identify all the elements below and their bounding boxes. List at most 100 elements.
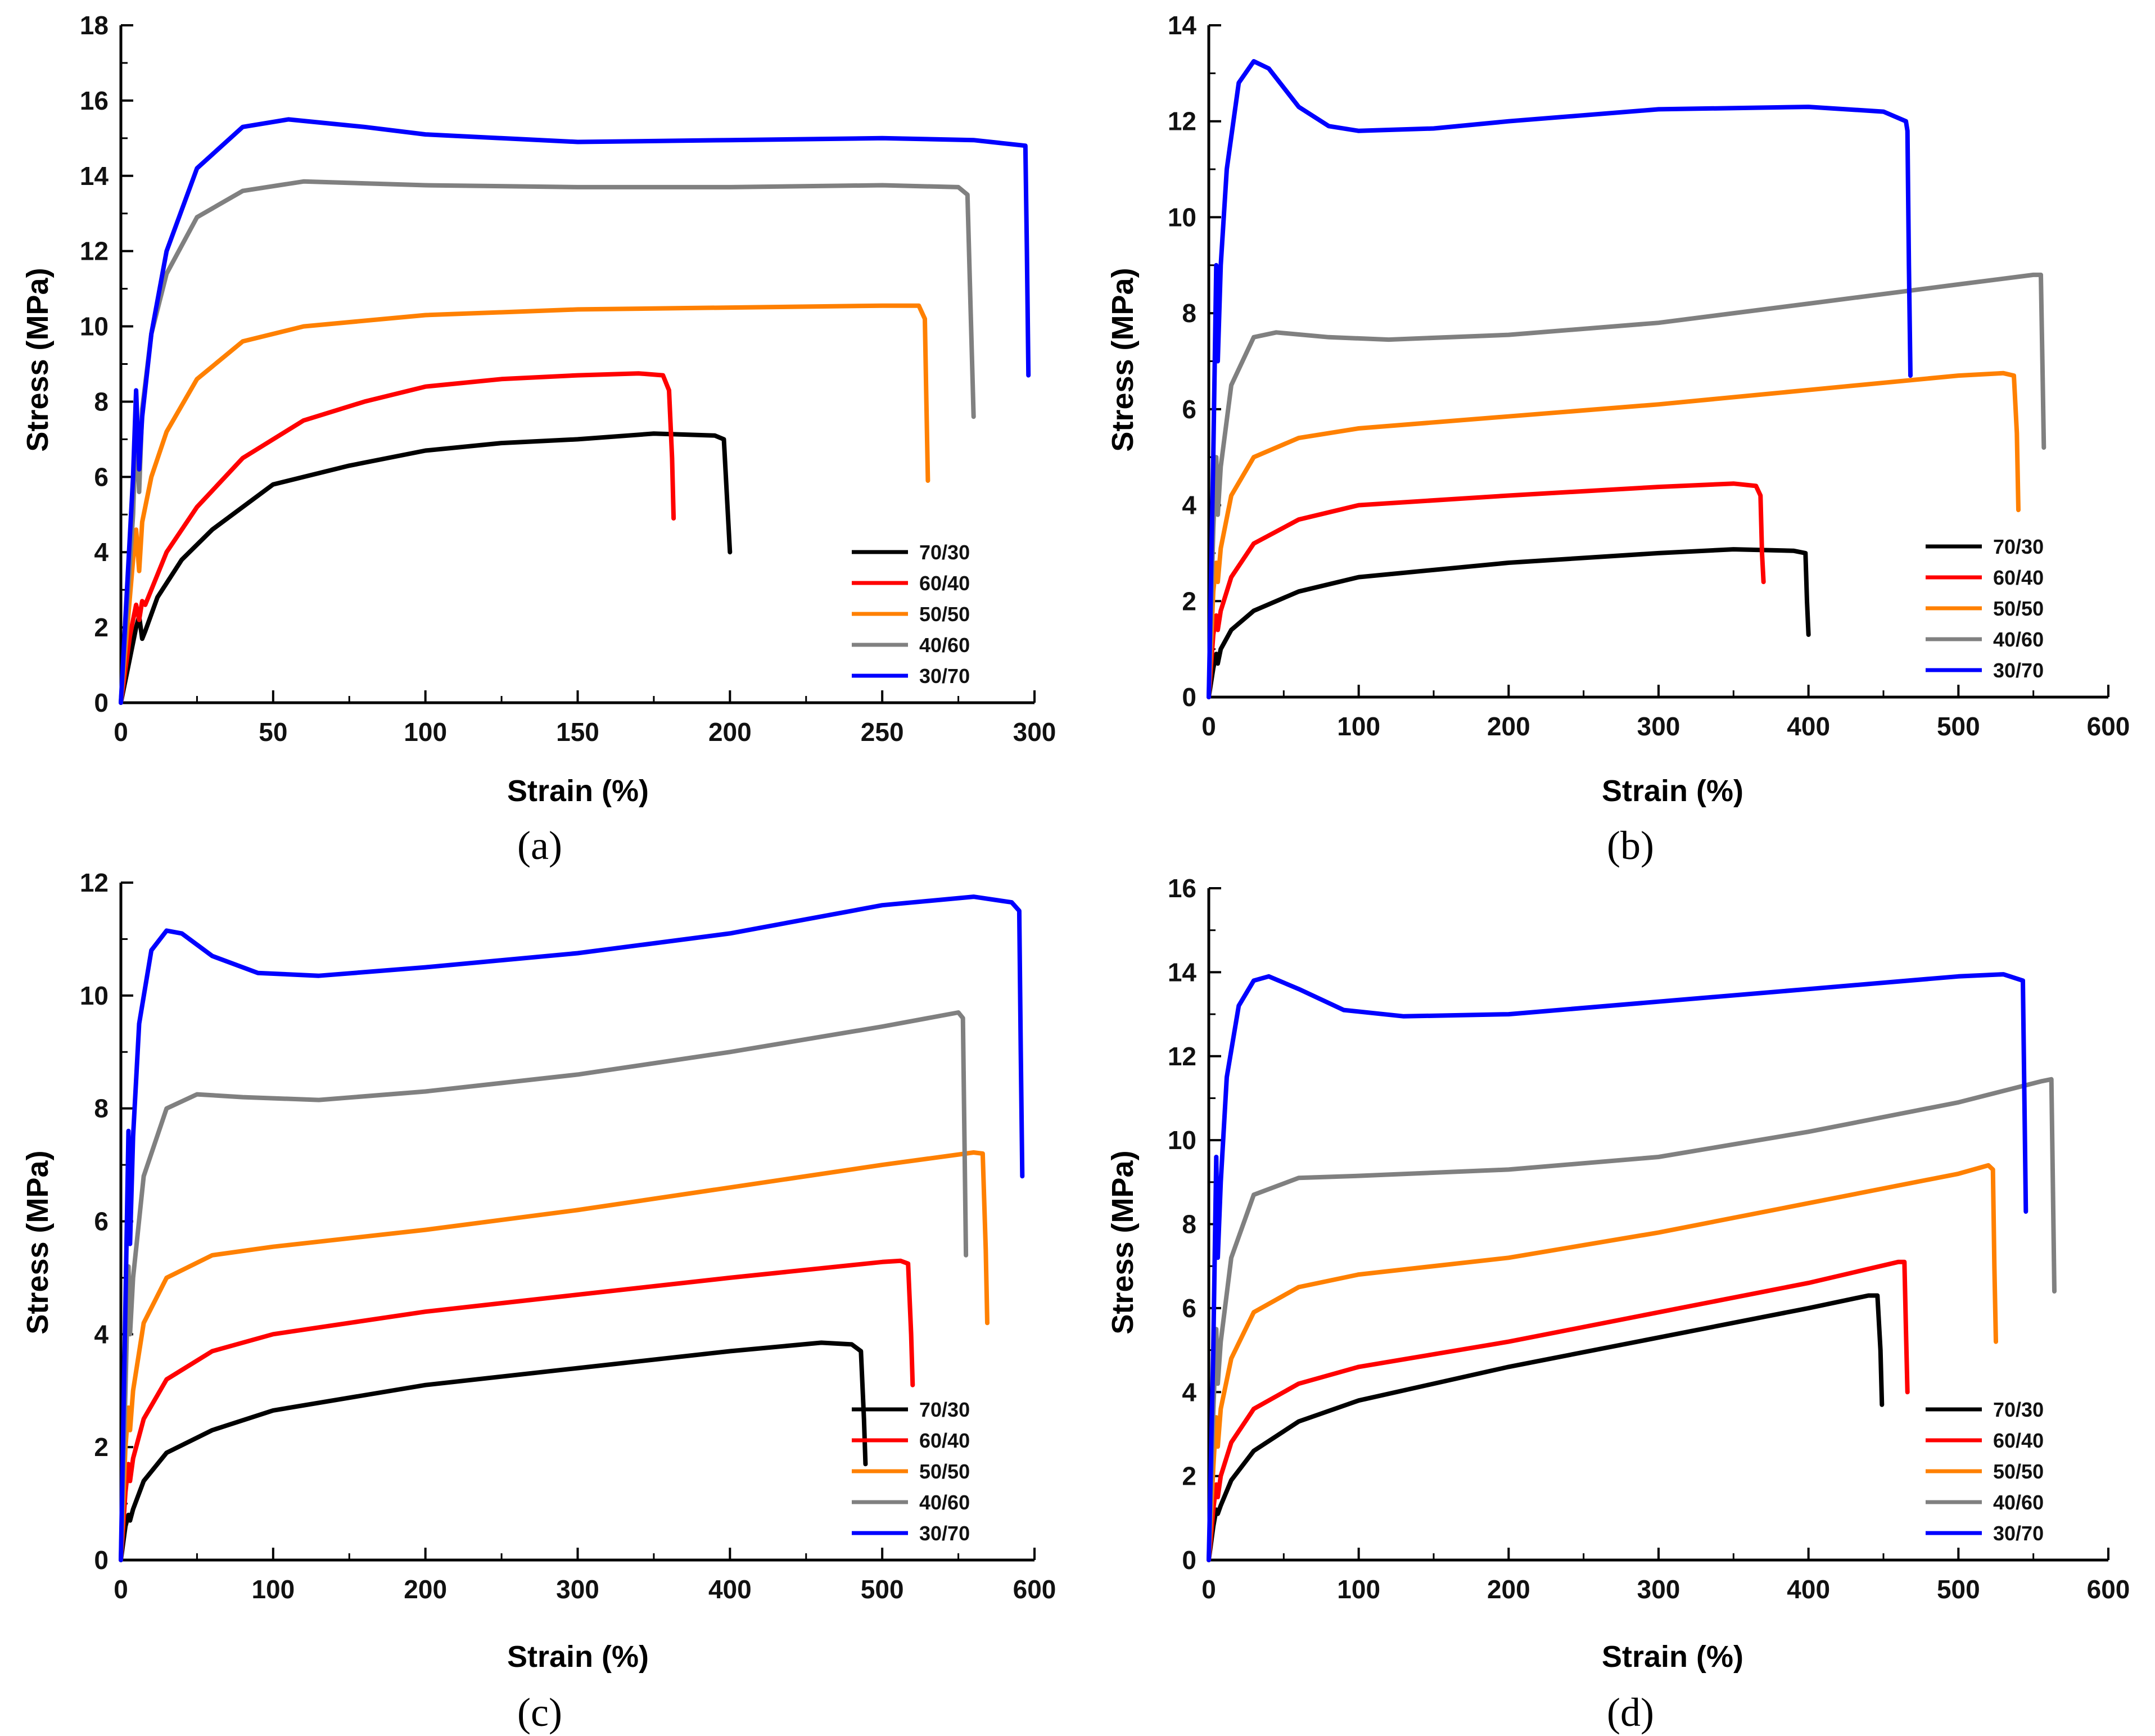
panel-b-series-40-60 [1207, 272, 2046, 699]
panel-b-y-tick-label: 12 [1168, 107, 1196, 136]
panel-a-series-40-60 [119, 179, 976, 705]
panel-a-y-tick-label: 4 [94, 537, 109, 567]
panel-b-y-tick-label: 10 [1168, 202, 1196, 232]
panel-c-series-70-30 [119, 1340, 868, 1562]
panel-d-series-30-70 [1207, 972, 2028, 1562]
panel-b-y-tick-label: 0 [1182, 682, 1196, 712]
panel-a-legend-label: 40/60 [919, 634, 970, 657]
panel-d-y-tick-label: 4 [1182, 1377, 1196, 1407]
panel-d-y-tick-label: 6 [1182, 1294, 1196, 1323]
panel-a-series-30-70 [119, 117, 1031, 705]
panel-c-xlabel: Strain (%) [507, 1640, 649, 1674]
panel-c-y-tick-label: 0 [94, 1545, 109, 1575]
panel-a-x-tick-label: 50 [259, 717, 287, 747]
panel-d-y-tick-label: 12 [1168, 1042, 1196, 1071]
panel-c: Strain (%) Stress (MPa) (c) 0 100 200 300 40… [21, 868, 1056, 1735]
panel-d-y-tick-label: 14 [1168, 957, 1197, 987]
panel-c-series-60-40 [119, 1258, 915, 1562]
panel-c-legend-label: 70/30 [919, 1398, 970, 1421]
panel-d-series-50-50 [1207, 1163, 1998, 1562]
panel-d-x-tick-label: 0 [1201, 1575, 1216, 1604]
panel-c-legend-label: 30/70 [919, 1522, 970, 1545]
panel-a-x-tick-label: 100 [404, 717, 447, 747]
panel-a-x-tick-label: 0 [114, 717, 128, 747]
panel-c-series-50-50 [119, 1150, 990, 1562]
panel-b-series-30-70 [1207, 59, 1913, 699]
panel-d-y-tick-label: 0 [1182, 1545, 1196, 1575]
panel-c-legend-label: 60/40 [919, 1429, 970, 1452]
panel-c-x-tick-label: 200 [404, 1575, 447, 1604]
panel-b-legend-label: 40/60 [1993, 628, 2044, 651]
panel-c-x-tick-label: 100 [251, 1575, 295, 1604]
panel-c-x-tick-label: 400 [708, 1575, 752, 1604]
panel-a-ylabel: Stress (MPa) [21, 268, 55, 451]
panel-c-y-tick-label: 2 [94, 1432, 109, 1462]
panel-c-y-tick-label: 12 [80, 868, 109, 897]
panel-b-legend-label: 30/70 [1993, 659, 2044, 682]
panel-c-x-tick-label: 500 [861, 1575, 904, 1604]
panel-b-caption: (b) [1607, 823, 1654, 868]
panel-c-series-40-60 [119, 1010, 969, 1562]
panel-a-y-tick-label: 8 [94, 387, 109, 416]
panel-b-xlabel: Strain (%) [1602, 774, 1743, 808]
panel-b-series-60-40 [1207, 481, 1766, 699]
panel-c-caption: (c) [517, 1690, 562, 1735]
panel-a-y-tick-label: 0 [94, 688, 109, 717]
panel-d-x-tick-label: 300 [1637, 1575, 1680, 1604]
panel-d-y-tick-label: 2 [1182, 1462, 1196, 1491]
panel-d-legend-label: 40/60 [1993, 1491, 2044, 1514]
panel-d-x-tick-label: 200 [1487, 1575, 1530, 1604]
panel-d-y-tick-label: 16 [1168, 874, 1196, 903]
panel-b-ylabel: Stress (MPa) [1106, 268, 1140, 451]
panel-d-series-70-30 [1207, 1293, 1885, 1562]
panel-a-y-tick-label: 14 [80, 161, 109, 191]
panel-c-y-tick-label: 4 [94, 1319, 109, 1349]
panel-d-x-tick-label: 500 [1937, 1575, 1980, 1604]
panel-a-y-tick-label: 16 [80, 86, 109, 115]
panel-b-series-70-30 [1207, 547, 1811, 699]
panel-d-legend-label: 50/50 [1993, 1460, 2044, 1483]
panel-a-xlabel: Strain (%) [507, 774, 649, 808]
panel-b-legend-label: 70/30 [1993, 535, 2044, 558]
panel-c-y-tick-label: 8 [94, 1094, 109, 1123]
panel-b-x-tick-label: 600 [2087, 712, 2130, 741]
panel-a-legend-label: 30/70 [919, 664, 970, 688]
panel-a-y-tick-label: 2 [94, 613, 109, 642]
panel-b-y-tick-label: 6 [1182, 395, 1196, 424]
panel-a-y-tick-label: 18 [80, 11, 109, 40]
panel-a-legend-label: 60/40 [919, 572, 970, 595]
panel-a-x-tick-label: 300 [1013, 717, 1056, 747]
panel-b-y-tick-label: 4 [1182, 491, 1196, 520]
panel-d: Strain (%) Stress (MPa) (d) 0 100 200 300 40… [1106, 874, 2130, 1735]
panel-d-series-60-40 [1207, 1259, 1910, 1562]
panel-d-series-40-60 [1207, 1077, 2057, 1562]
panel-c-series-30-70 [119, 894, 1025, 1562]
panel-c-x-tick-label: 600 [1013, 1575, 1056, 1604]
panel-a-legend-label: 70/30 [919, 541, 970, 564]
panel-d-legend-label: 60/40 [1993, 1429, 2044, 1452]
panel-c-y-tick-label: 10 [80, 981, 109, 1010]
panel-b-y-tick-label: 14 [1168, 11, 1197, 40]
panel-b-x-tick-label: 0 [1201, 712, 1216, 741]
panel-c-x-tick-label: 0 [114, 1575, 128, 1604]
panel-a-x-tick-label: 200 [708, 717, 752, 747]
panel-a-series-50-50 [119, 303, 930, 705]
panel-d-x-tick-label: 400 [1787, 1575, 1830, 1604]
panel-a-caption: (a) [517, 823, 562, 868]
panel-c-ylabel: Stress (MPa) [21, 1150, 55, 1334]
panel-a-series-60-40 [119, 371, 676, 705]
panel-b-x-tick-label: 400 [1787, 712, 1830, 741]
panel-a: Strain (%) Stress (MPa) (a) 0 50 100 150 200… [21, 11, 1056, 868]
panel-a-x-tick-label: 150 [556, 717, 599, 747]
panel-b: Strain (%) Stress (MPa) (b) 0 100 200 300 40… [1106, 11, 2130, 868]
panel-c-legend-label: 40/60 [919, 1491, 970, 1514]
panel-a-y-tick-label: 12 [80, 237, 109, 266]
panel-c-legend-label: 50/50 [919, 1460, 970, 1483]
panel-d-y-tick-label: 8 [1182, 1210, 1196, 1239]
panel-b-x-tick-label: 200 [1487, 712, 1530, 741]
panel-d-y-tick-label: 10 [1168, 1125, 1196, 1155]
panel-b-x-tick-label: 500 [1937, 712, 1980, 741]
panel-a-x-tick-label: 250 [861, 717, 904, 747]
panel-d-ylabel: Stress (MPa) [1106, 1150, 1140, 1334]
